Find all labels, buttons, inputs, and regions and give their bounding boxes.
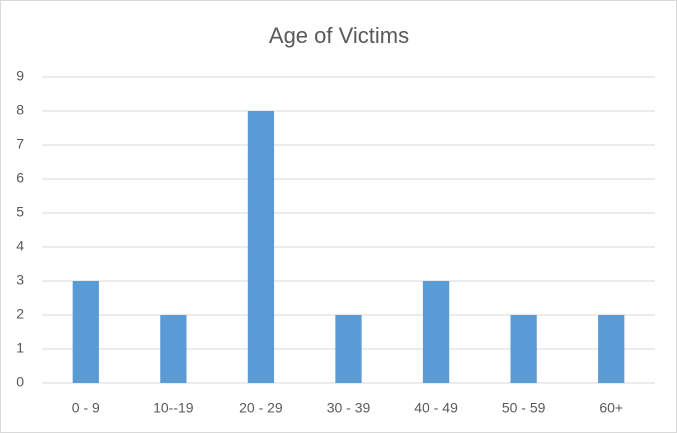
bar: [335, 315, 362, 383]
x-tick-label: 10--19: [153, 400, 194, 416]
y-tick-label: 7: [16, 136, 24, 152]
bar: [422, 281, 450, 383]
bar: [160, 315, 187, 383]
x-tick-label: 20 - 29: [239, 400, 283, 416]
bar: [598, 315, 625, 383]
y-tick-label: 0: [16, 374, 24, 390]
y-tick-label: 5: [16, 204, 24, 220]
x-tick-label: 40 - 49: [414, 400, 458, 416]
y-tick-label: 3: [16, 272, 24, 288]
x-tick-label: 30 - 39: [327, 400, 371, 416]
y-tick-label: 9: [16, 68, 24, 84]
bar: [72, 281, 99, 383]
y-tick-label: 2: [16, 306, 24, 322]
y-tick-label: 1: [16, 340, 24, 356]
bar: [510, 315, 537, 383]
chart-title: Age of Victims: [269, 23, 409, 48]
x-tick-label: 60+: [599, 400, 623, 416]
x-tick-label: 50 - 59: [502, 400, 546, 416]
y-tick-label: 8: [16, 102, 24, 118]
y-tick-label: 6: [16, 170, 24, 186]
x-tick-label: 0 - 9: [72, 400, 100, 416]
bar: [247, 111, 275, 383]
y-tick-label: 4: [16, 238, 24, 254]
